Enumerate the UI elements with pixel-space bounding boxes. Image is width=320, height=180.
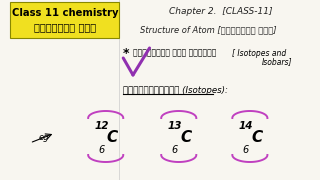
- Text: সম্ভাৰিকসকল (Isotopes):: সম্ভাৰিকসকল (Isotopes):: [123, 86, 228, 94]
- Text: 12: 12: [95, 121, 109, 131]
- Text: 6: 6: [243, 145, 249, 155]
- Text: সম্ভাৰিক আৰু সমভাৰী: সম্ভাৰিক আৰু সমভাৰী: [133, 48, 216, 57]
- Text: Structure of Atom [পৰমাণুৰ গঠন]: Structure of Atom [পৰমাণুৰ গঠন]: [140, 26, 276, 35]
- Text: পৰমাণুৰ গঠন: পৰমাণুৰ গঠন: [34, 22, 96, 32]
- Text: Class 11 chemistry: Class 11 chemistry: [12, 8, 118, 18]
- Text: 14: 14: [239, 121, 253, 131]
- Text: C: C: [180, 130, 191, 145]
- FancyBboxPatch shape: [10, 2, 119, 38]
- Text: *: *: [123, 46, 130, 60]
- Text: [ Isotopes and: [ Isotopes and: [232, 48, 287, 57]
- Text: 13: 13: [168, 121, 182, 131]
- Text: C: C: [251, 130, 262, 145]
- Text: C: C: [107, 130, 118, 145]
- Text: 6: 6: [172, 145, 178, 155]
- Text: 6: 6: [99, 145, 105, 155]
- Text: eg: eg: [38, 134, 49, 143]
- Text: Chapter 2.  [CLASS-11]: Chapter 2. [CLASS-11]: [169, 6, 272, 15]
- Text: Isobars]: Isobars]: [261, 57, 292, 66]
